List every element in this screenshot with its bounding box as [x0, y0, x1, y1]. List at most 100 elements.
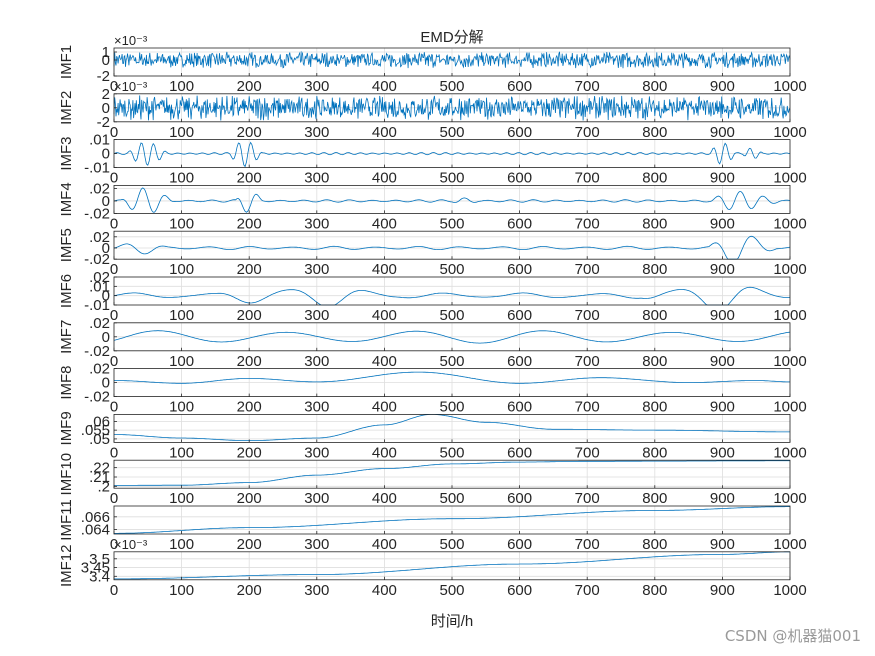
y-axis-label: IMF12	[58, 545, 75, 588]
imf-series-line	[114, 551, 790, 580]
x-tick-label: 100	[169, 170, 194, 187]
x-tick-label: 0	[110, 170, 118, 187]
y-tick-label: .01	[89, 278, 110, 295]
x-tick-label: 800	[642, 307, 667, 324]
x-tick-label: 1000	[773, 536, 806, 553]
x-tick-label: 200	[237, 170, 262, 187]
x-tick-label: 100	[169, 444, 194, 461]
y-tick-label: .055	[81, 422, 110, 439]
y-tick-label: .06	[89, 413, 110, 430]
y-tick-label: 0	[102, 375, 110, 392]
y-tick-label: 0	[102, 288, 110, 305]
imf-series-line	[114, 413, 790, 442]
y-axis-label: IMF9	[58, 411, 75, 445]
x-tick-label: 800	[642, 353, 667, 370]
x-tick-label: 1000	[773, 582, 806, 599]
x-tick-label: 300	[304, 444, 329, 461]
x-tick-label: 800	[642, 399, 667, 416]
imf-series-line	[113, 235, 791, 260]
x-tick-label: 500	[439, 78, 464, 95]
x-tick-label: 900	[710, 170, 735, 187]
x-tick-label: 200	[237, 582, 262, 599]
x-tick-label: 300	[304, 124, 329, 141]
imf-panel-12: 0 100 200 300 400 500 600 700 800 900 10003.43.453…	[58, 537, 807, 599]
x-tick-label: 300	[304, 307, 329, 324]
y-tick-label: .05	[89, 431, 110, 448]
x-tick-label: 0	[110, 353, 118, 370]
y-axis-label: IMF6	[58, 274, 75, 308]
y-tick-label: .02	[89, 315, 110, 332]
imf-series-line	[113, 330, 791, 344]
x-tick-label: 600	[507, 353, 532, 370]
y-tick-label: .2	[97, 478, 110, 495]
x-tick-label: 800	[642, 536, 667, 553]
x-tick-label: 200	[237, 399, 262, 416]
y-tick-label: 0	[102, 146, 110, 163]
y-tick-label: .02	[89, 269, 110, 286]
x-tick-label: 900	[710, 490, 735, 507]
imf-panel-7: 0 100 200 300 400 500 600 700 800 900 1000-.020.02…	[58, 315, 807, 370]
x-tick-label: 600	[507, 261, 532, 278]
y-tick-label: 1	[102, 44, 110, 61]
y-tick-label: -.02	[84, 389, 110, 406]
y-tick-label: 0	[102, 329, 110, 346]
x-tick-label: 200	[237, 353, 262, 370]
x-tick-label: 700	[575, 215, 600, 232]
x-tick-label: 500	[439, 444, 464, 461]
y-tick-label: -.02	[84, 251, 110, 268]
x-tick-label: 300	[304, 170, 329, 187]
x-tick-label: 200	[237, 490, 262, 507]
x-tick-label: 400	[372, 215, 397, 232]
x-tick-label: 500	[439, 215, 464, 232]
x-tick-label: 900	[710, 215, 735, 232]
x-tick-label: 600	[507, 536, 532, 553]
x-tick-label: 900	[710, 353, 735, 370]
x-tick-label: 300	[304, 78, 329, 95]
imf-panel-5: 0 100 200 300 400 500 600 700 800 900 1000 -.020.02…	[58, 228, 807, 278]
x-tick-label: 500	[439, 124, 464, 141]
y-tick-label: 3.45	[81, 560, 110, 577]
x-tick-label: 700	[575, 170, 600, 187]
imf-panel-4: 0 100 200 300 400 500 600 700 800 900 1000 -.020.02…	[58, 181, 807, 233]
x-tick-label: 600	[507, 490, 532, 507]
y-axis-label: IMF3	[58, 137, 75, 171]
x-tick-label: 300	[304, 353, 329, 370]
x-tick-label: 400	[372, 307, 397, 324]
y-tick-label: .21	[89, 469, 110, 486]
y-tick-label: 0	[102, 240, 110, 257]
y-tick-label: 0	[102, 193, 110, 210]
x-tick-label: 0	[110, 261, 118, 278]
x-tick-label: 1000	[773, 215, 806, 232]
x-tick-label: 200	[237, 78, 262, 95]
figure-title: EMD分解	[420, 29, 483, 46]
y-axis-label: IMF11	[58, 499, 75, 540]
x-tick-label: 200	[237, 261, 262, 278]
x-tick-label: 100	[169, 261, 194, 278]
x-tick-label: 600	[507, 399, 532, 416]
x-tick-label: 600	[507, 215, 532, 232]
imf-series-line	[114, 460, 790, 486]
imf-series-line	[114, 506, 790, 534]
imf-panel-10: 0 100 200 300 400 500 600 700 800 900 1000 .2.21.22…	[58, 453, 807, 507]
x-tick-label: 400	[372, 353, 397, 370]
y-axis-label: IMF10	[58, 453, 75, 496]
x-tick-label: 600	[507, 444, 532, 461]
x-tick-label: 500	[439, 353, 464, 370]
x-tick-label: 700	[575, 307, 600, 324]
x-tick-label: 900	[710, 78, 735, 95]
x-tick-label: 600	[507, 582, 532, 599]
y-tick-label: -.02	[84, 343, 110, 360]
y-exponent-label: ×10⁻³	[114, 33, 148, 48]
y-axis-label: IMF2	[58, 91, 75, 125]
x-tick-label: 700	[575, 353, 600, 370]
x-tick-label: 500	[439, 261, 464, 278]
y-tick-label: 0	[102, 52, 110, 69]
x-tick-label: 1000	[773, 399, 806, 416]
x-tick-label: 800	[642, 215, 667, 232]
x-tick-label: 0	[110, 490, 118, 507]
x-tick-label: 0	[110, 582, 118, 599]
x-tick-label: 900	[710, 399, 735, 416]
imf-panel-1: 0 100 200 300 400 500 600 700 800 900 1000 -201 IMF1…	[58, 33, 807, 95]
y-tick-label: .02	[89, 361, 110, 378]
